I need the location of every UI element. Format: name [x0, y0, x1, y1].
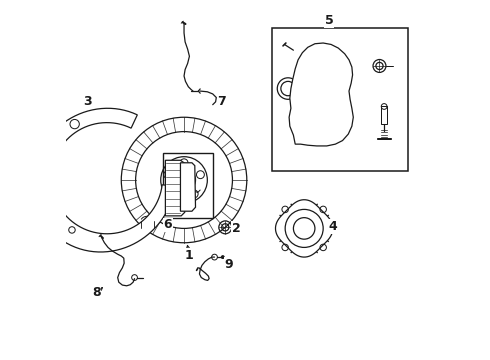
Polygon shape — [180, 163, 196, 211]
Polygon shape — [32, 108, 175, 252]
Text: 7: 7 — [218, 95, 226, 108]
Text: 4: 4 — [328, 220, 337, 233]
Text: 2: 2 — [232, 222, 241, 235]
Text: 3: 3 — [84, 95, 92, 108]
Text: 9: 9 — [224, 258, 233, 271]
Polygon shape — [275, 200, 333, 257]
Text: 1: 1 — [185, 249, 194, 262]
Text: 8: 8 — [92, 287, 100, 300]
Polygon shape — [289, 43, 353, 146]
Polygon shape — [166, 160, 185, 216]
Bar — [163, 153, 213, 218]
Circle shape — [221, 256, 224, 258]
Bar — [272, 28, 408, 171]
Polygon shape — [381, 107, 387, 125]
Text: 5: 5 — [325, 14, 334, 27]
Text: 6: 6 — [164, 218, 172, 231]
